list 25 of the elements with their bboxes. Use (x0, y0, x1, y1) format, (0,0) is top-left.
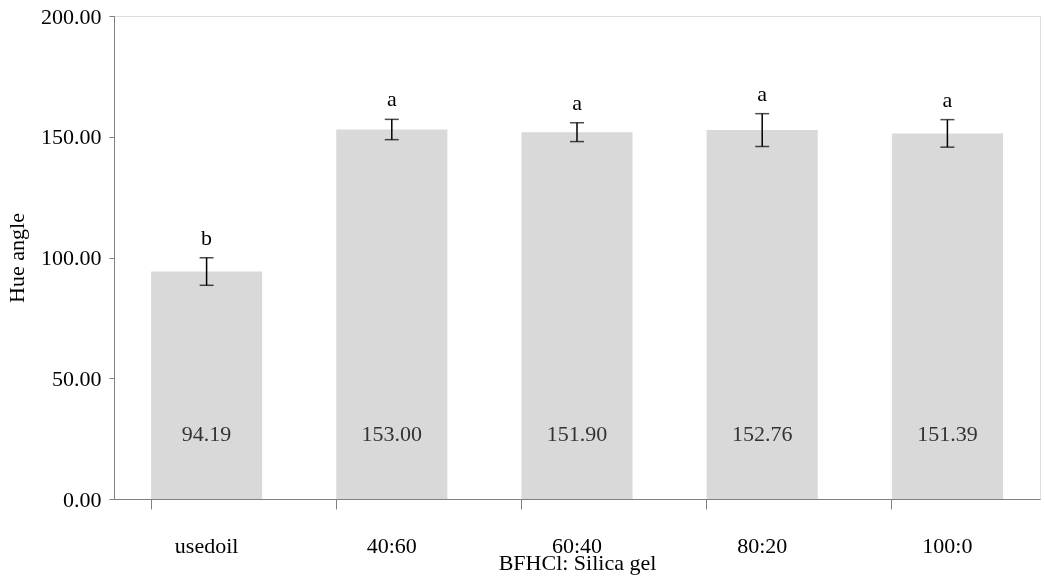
x-tick-label: 40:60 (366, 532, 417, 558)
x-tick-label: usedoil (174, 532, 239, 558)
x-tick-label: 100:0 (922, 532, 973, 558)
bar (151, 271, 263, 499)
y-tick-label: 50.00 (52, 365, 102, 391)
y-axis-title: Hue angle (4, 213, 29, 303)
y-tick-label: 200.00 (41, 3, 102, 29)
data-label: 151.39 (917, 421, 978, 446)
bar (706, 130, 818, 499)
data-label: 151.90 (546, 421, 608, 446)
data-label: 153.00 (361, 421, 423, 446)
annotation: a (757, 80, 768, 106)
annotation: a (386, 86, 397, 112)
bar (891, 133, 1003, 499)
annotation: a (572, 89, 583, 115)
data-label: 152.76 (731, 421, 793, 446)
bar (521, 132, 633, 499)
bar (336, 129, 448, 499)
y-tick-label: 150.00 (41, 124, 102, 150)
y-tick-label: 100.00 (41, 245, 102, 270)
x-tick-label: 80:20 (737, 532, 788, 558)
annotation: b (201, 224, 213, 250)
data-label: 94.19 (181, 421, 232, 446)
annotation: a (942, 86, 953, 112)
y-tick-label: 0.00 (63, 486, 102, 512)
